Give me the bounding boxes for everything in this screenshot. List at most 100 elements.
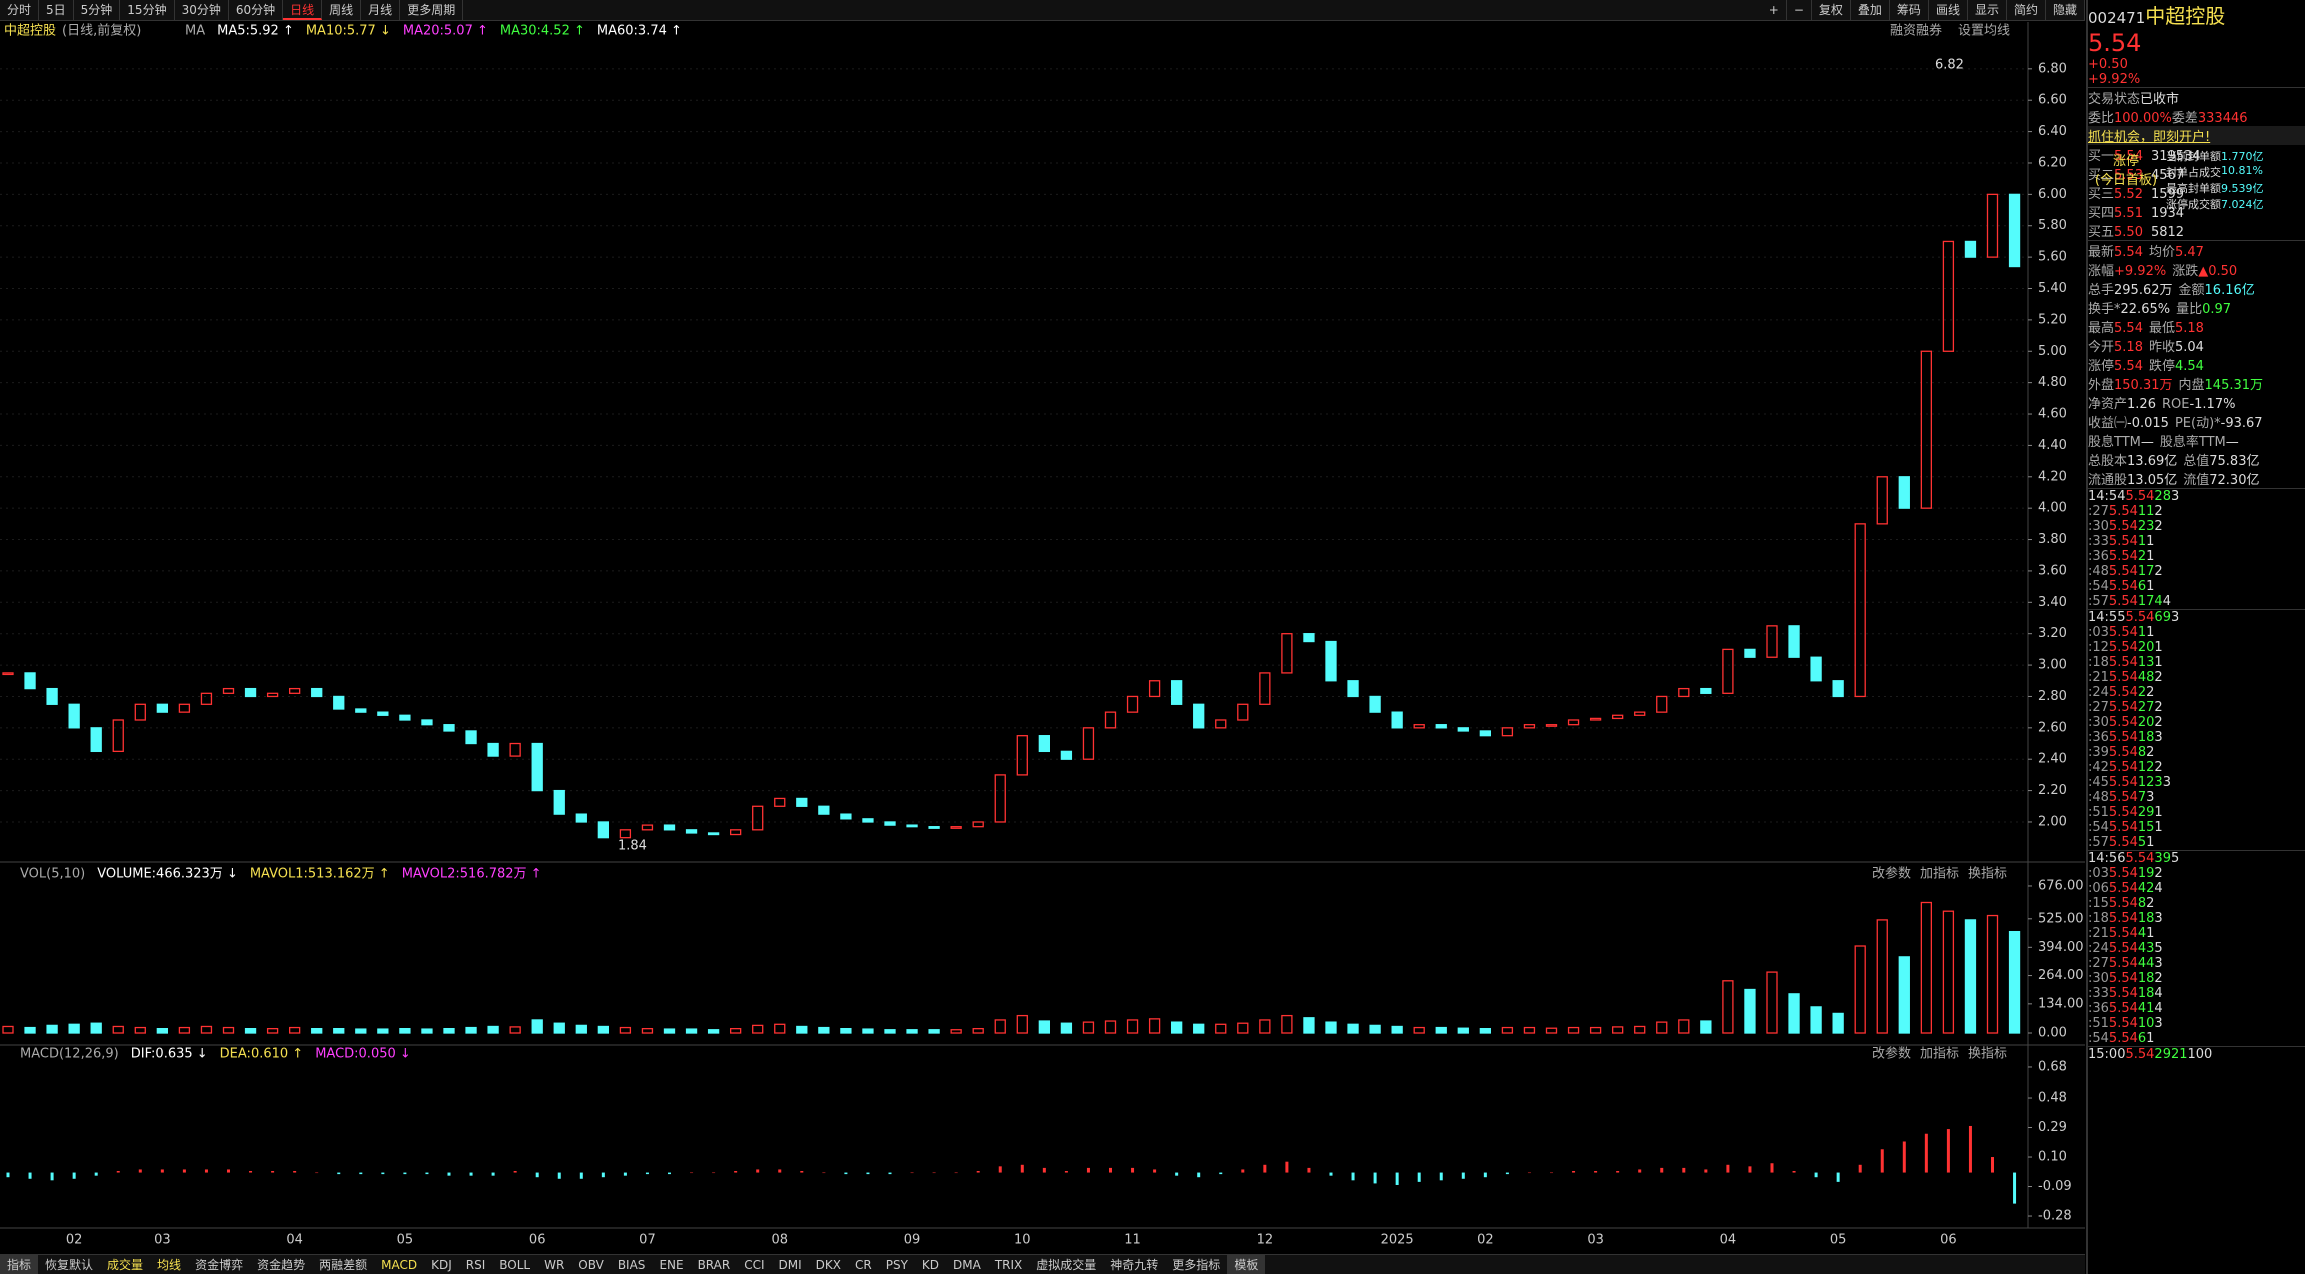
bid-row: 买五5.50 5812 [2088,221,2305,240]
indicator-tab[interactable]: 更多指标 [1172,1258,1221,1272]
tick-row: :185.54183 [2088,911,2305,926]
indicator-tab[interactable]: BIAS [617,1258,646,1272]
indicator-tab[interactable]: 资金趋势 [257,1258,306,1272]
indicator-tab[interactable]: WR [544,1258,565,1272]
tick-row: :515.54103 [2088,1016,2305,1031]
panel-menu[interactable]: 加指标 [1920,867,1959,882]
volume-bar [399,1028,411,1034]
stat-value: 75.83亿 [2209,454,2260,469]
period-tab[interactable]: 月线 [361,0,401,20]
indicator-label: DEA:0.610 ↑ [220,1047,304,1062]
chart-subtitle: (日线,前复权) [62,23,141,39]
macd-bar [1373,1172,1377,1184]
macd-bar [1395,1172,1399,1185]
tool-button[interactable]: 画线 [1929,0,1968,20]
volume-bar [1722,980,1734,1034]
indicator-tab[interactable]: 指标 [0,1255,39,1274]
indicator-tab[interactable]: 恢复默认 [45,1258,94,1272]
macd-bar [778,1169,782,1173]
candle [1722,648,1734,694]
indicator-tab[interactable]: DMA [953,1258,981,1272]
volume-bar [685,1028,698,1034]
stat-label: 收益㈠ [2088,416,2128,431]
indicator-tab[interactable]: TRIX [994,1258,1023,1272]
period-tab[interactable]: 15分钟 [120,0,175,20]
macd-bar [1307,1167,1311,1173]
indicator-tab[interactable]: DMI [778,1258,802,1272]
chart-menu[interactable]: 融资融券 [1890,23,1942,39]
panel-menu[interactable]: 改参数 [1872,1046,1911,1062]
bid-label: 买四 [2088,206,2115,221]
indicator-tab[interactable]: PSY [885,1258,908,1272]
macd-bar [381,1172,385,1175]
tick-row: :245.54435 [2088,941,2305,956]
indicator-tab[interactable]: RSI [465,1258,486,1272]
y-tick-label: 6.60 [2038,93,2067,108]
tick-count: 2 [2154,715,2163,730]
tool-button[interactable]: 显示 [1968,0,2007,20]
candle [1479,730,1491,737]
stat-value: 72.30亿 [2209,473,2260,488]
tick-time: :36 [2088,730,2109,745]
indicator-tab[interactable]: 两融差额 [319,1258,368,1272]
macd-bar [1638,1169,1642,1173]
indicator-tab[interactable]: 模板 [1227,1255,1266,1274]
candle [1898,476,1910,509]
candle [134,703,146,721]
period-tab[interactable]: 分时 [0,0,40,20]
period-tab[interactable]: 5日 [39,0,74,20]
tool-button[interactable]: 隐藏 [2046,0,2085,20]
volume-bar [575,1024,587,1034]
indicator-tab[interactable]: OBV [578,1258,604,1272]
candle [355,708,367,713]
tick-price: 5.54 [2108,685,2138,700]
y-tick-label: 4.40 [2038,438,2067,453]
panel-menu[interactable]: 换指标 [1968,867,2007,882]
tick-count: 3 [2170,489,2180,504]
period-tab[interactable]: 日线 [283,0,323,20]
volume-bar [1435,1026,1447,1034]
panel-menu[interactable]: 加指标 [1920,1047,1959,1062]
indicator-tab[interactable]: 神奇九转 [1110,1258,1159,1272]
indicator-tab[interactable]: BOLL [499,1258,531,1272]
period-tab[interactable]: 30分钟 [175,0,229,20]
tool-button[interactable]: − [1787,0,1812,20]
indicator-tab[interactable]: CCI [744,1258,765,1272]
period-tab[interactable]: 60分钟 [229,0,284,20]
chart-menu[interactable]: 设置均线 [1958,24,2010,39]
y-tick-label: 676.00 [2038,878,2084,893]
indicator-tab[interactable]: 成交量 [107,1258,144,1272]
tool-button[interactable]: 复权 [1812,0,1851,20]
y-tick-label: 3.20 [2038,626,2067,641]
indicator-tab[interactable]: KD [921,1258,940,1272]
indicator-tab[interactable]: ENE [659,1258,684,1272]
indicator-tab[interactable]: KDJ [431,1258,452,1272]
banner: 抓住机会，即刻开户! [2088,126,2305,145]
tool-button[interactable]: 叠加 [1851,0,1890,20]
tick-time: :27 [2088,504,2109,519]
indicator-tab[interactable]: DKX [815,1258,841,1272]
low-annotation: 1.84 [618,839,647,854]
indicator-tab[interactable]: CR [855,1258,872,1272]
panel-menu[interactable]: 换指标 [1968,1047,2007,1062]
tool-button[interactable]: 简约 [2007,0,2046,20]
tool-button[interactable]: 筹码 [1890,0,1929,20]
indicator-tab[interactable]: 均线 [157,1258,182,1272]
period-tab[interactable]: 更多周期 [400,0,464,20]
volume-bar [1545,1027,1558,1034]
period-tab[interactable]: 5分钟 [74,0,121,20]
period-tab[interactable]: 周线 [322,0,362,20]
macd-bar [1175,1172,1179,1176]
indicator-tab[interactable]: 虚拟成交量 [1036,1258,1097,1272]
panel-menu[interactable]: 改参数 [1872,866,1911,882]
indicator-tab[interactable]: MACD [381,1258,418,1272]
indicator-tab[interactable]: 资金博弈 [195,1258,244,1272]
volume-bar [1325,1021,1337,1034]
indicator-tab[interactable]: BRAR [697,1258,731,1272]
volume-bar [1193,1023,1205,1034]
macd-bar [866,1172,870,1175]
status-value: 已收市 [2140,92,2180,107]
x-tick-label: 09 [904,1233,921,1248]
tool-button[interactable]: + [1762,0,1787,20]
tick-count: 1 [2146,549,2155,564]
